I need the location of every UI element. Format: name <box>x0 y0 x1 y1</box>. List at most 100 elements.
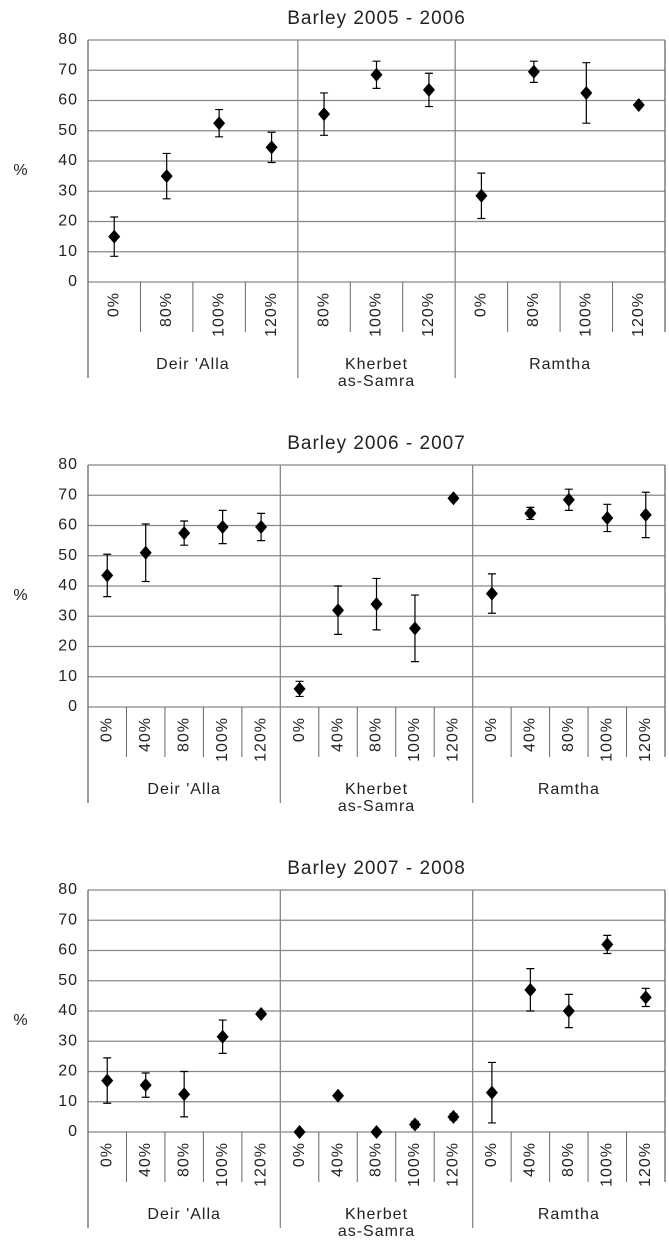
x-tick-label: 100% <box>578 292 595 337</box>
x-tick-label: 120% <box>263 292 280 337</box>
group-label: Kherbet <box>345 781 408 798</box>
data-point <box>562 1004 575 1018</box>
y-tick-label: 0 <box>68 698 78 715</box>
y-tick-label: 30 <box>58 1032 78 1049</box>
y-tick-label: 70 <box>58 61 78 78</box>
x-tick-label: 80% <box>560 1142 577 1177</box>
y-tick-label: 60 <box>58 517 78 534</box>
data-point <box>580 85 593 100</box>
x-tick-label: 80% <box>525 292 542 327</box>
data-point <box>160 169 173 184</box>
data-point <box>101 568 114 583</box>
data-point <box>332 603 345 618</box>
x-tick-label: 100% <box>599 1142 616 1187</box>
x-tick-label: 120% <box>445 1142 462 1187</box>
group-label: Kherbet <box>345 356 408 373</box>
x-tick-label: 80% <box>560 717 577 752</box>
group-label: as-Samra <box>338 1223 415 1240</box>
data-point <box>370 67 383 82</box>
x-tick-label: 100% <box>214 1142 231 1187</box>
data-point <box>293 681 306 696</box>
x-tick-label: 120% <box>637 1142 654 1187</box>
chart-title: Barley 2005 - 2006 <box>287 8 466 29</box>
x-tick-label: 40% <box>329 1142 346 1177</box>
data-point <box>293 1125 306 1139</box>
x-tick-label: 100% <box>210 292 227 337</box>
y-tick-label: 70 <box>58 911 78 928</box>
group-label: Kherbet <box>345 1206 408 1223</box>
data-point <box>447 1109 460 1124</box>
chart-title: Barley 2007 - 2008 <box>287 858 466 879</box>
x-tick-label: 120% <box>637 717 654 762</box>
x-tick-label: 120% <box>252 1142 269 1187</box>
y-tick-label: 50 <box>58 122 78 139</box>
data-point <box>213 116 226 131</box>
x-tick-label: 80% <box>368 1142 385 1177</box>
x-tick-label: 0% <box>483 1142 500 1167</box>
data-point <box>255 520 268 535</box>
data-point <box>475 188 488 203</box>
data-point <box>408 1117 421 1132</box>
data-point <box>255 1007 268 1022</box>
y-tick-label: 80 <box>58 31 78 48</box>
data-point <box>318 107 331 122</box>
data-point <box>139 545 152 560</box>
x-tick-label: 0% <box>105 292 122 317</box>
y-tick-label: 30 <box>58 182 78 199</box>
y-tick-label: 50 <box>58 972 78 989</box>
data-point <box>108 229 121 244</box>
data-point <box>447 491 460 506</box>
data-point <box>524 982 537 997</box>
data-point <box>639 507 652 522</box>
data-point <box>601 510 614 525</box>
x-tick-label: 0% <box>98 1142 115 1167</box>
x-tick-label: 80% <box>315 292 332 327</box>
group-label: Deir 'Alla <box>156 356 230 373</box>
data-point <box>265 140 278 155</box>
data-point <box>639 990 652 1005</box>
x-tick-label: 40% <box>522 717 539 752</box>
data-point <box>527 64 540 79</box>
x-tick-label: 120% <box>630 292 647 337</box>
y-tick-label: 40 <box>58 577 78 594</box>
y-axis-label: % <box>13 162 28 179</box>
y-tick-label: 60 <box>58 942 78 959</box>
y-tick-label: 20 <box>58 1063 78 1080</box>
y-tick-label: 20 <box>58 638 78 655</box>
y-tick-label: 80 <box>58 456 78 473</box>
data-point <box>524 506 537 521</box>
data-point <box>485 1085 498 1100</box>
x-tick-label: 40% <box>137 717 154 752</box>
group-label: as-Samra <box>338 373 415 390</box>
data-point <box>139 1078 152 1093</box>
data-point <box>632 98 645 113</box>
data-point <box>216 520 229 535</box>
x-tick-label: 120% <box>420 292 437 337</box>
data-point <box>562 492 575 507</box>
data-point <box>422 82 435 97</box>
y-tick-label: 50 <box>58 547 78 564</box>
y-axis-label: % <box>13 587 28 604</box>
y-axis-label: % <box>13 1012 28 1029</box>
x-tick-label: 100% <box>599 717 616 762</box>
y-tick-label: 30 <box>58 607 78 624</box>
y-tick-label: 10 <box>58 1093 78 1110</box>
y-tick-label: 10 <box>58 243 78 260</box>
data-point <box>601 937 614 952</box>
y-tick-label: 10 <box>58 668 78 685</box>
data-point <box>370 1125 383 1139</box>
data-point <box>332 1088 345 1103</box>
x-tick-label: 0% <box>473 292 490 317</box>
data-point <box>178 526 191 541</box>
chart-title: Barley 2006 - 2007 <box>287 433 466 454</box>
y-tick-label: 0 <box>68 273 78 290</box>
y-tick-label: 60 <box>58 92 78 109</box>
data-point <box>178 1087 191 1102</box>
data-point <box>370 597 383 612</box>
x-tick-label: 80% <box>175 717 192 752</box>
x-tick-label: 0% <box>98 717 115 742</box>
data-point <box>408 621 421 636</box>
x-tick-label: 80% <box>158 292 175 327</box>
x-tick-label: 0% <box>291 1142 308 1167</box>
